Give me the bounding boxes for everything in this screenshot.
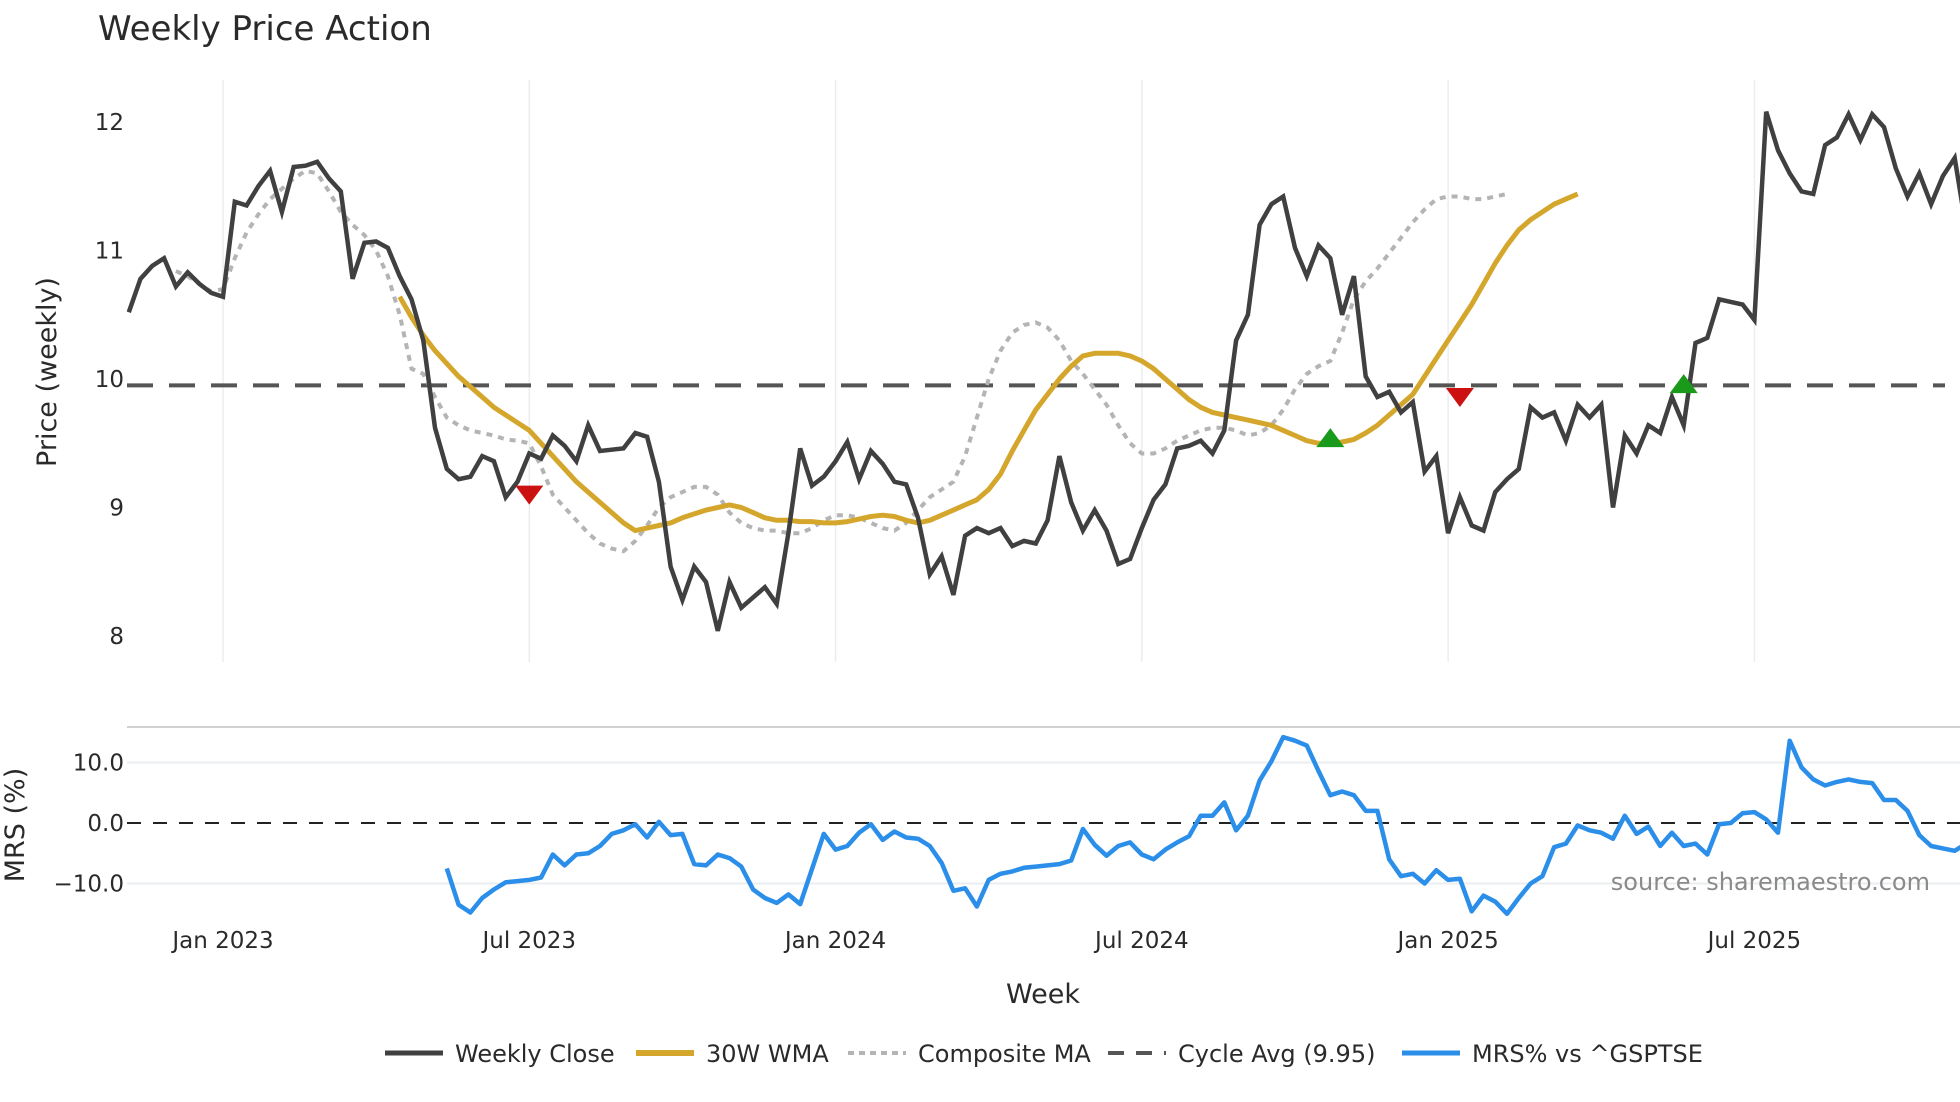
buy-signal-triangle-up-icon (1669, 374, 1698, 394)
price-y-tick-label: 10 (95, 367, 124, 393)
buy-signal-triangle-up-icon (1316, 428, 1345, 448)
legend-label: Weekly Close (455, 1040, 615, 1068)
price-y-tick-label: 8 (109, 624, 124, 650)
mrs-gridlines (127, 761, 1960, 885)
mrs-series (444, 734, 1960, 917)
price-gridlines (222, 80, 1756, 662)
sell-signal-triangle-down-icon (515, 485, 544, 505)
mrs-line (444, 734, 1960, 917)
x-axis-label: Week (1006, 979, 1080, 1010)
price-y-axis-label: Price (weekly) (32, 277, 63, 467)
wma-30w-line (397, 191, 1579, 534)
sell-signal-triangle-down-icon (1445, 387, 1474, 407)
x-tick-label: Jul 2024 (1093, 928, 1189, 954)
legend: Weekly Close 30W WMA Composite MA Cycle Avg… (385, 1040, 1703, 1068)
mrs-panel: 10.0 0.0 −10.0 MRS (%) source: sharemaestr… (0, 726, 1960, 917)
price-panel: 8 9 10 11 12 Price (weekly) (32, 80, 1960, 662)
composite-ma-line (175, 168, 1508, 554)
price-y-ticks: 8 9 10 11 12 (95, 110, 124, 650)
legend-item: 30W WMA (636, 1040, 829, 1068)
chart-title: Weekly Price Action (98, 9, 432, 49)
legend-item: Cycle Avg (9.95) (1108, 1040, 1375, 1068)
legend-item: Weekly Close (385, 1040, 615, 1068)
legend-item: MRS% vs ^GSPTSE (1402, 1040, 1703, 1068)
source-watermark: source: sharemaestro.com (1611, 868, 1930, 896)
legend-label: Cycle Avg (9.95) (1178, 1040, 1375, 1068)
legend-label: Composite MA (918, 1040, 1091, 1068)
weekly-close-line (126, 109, 1960, 632)
mrs-y-ticks: 10.0 0.0 −10.0 (54, 751, 124, 898)
mrs-y-tick-label: −10.0 (54, 872, 124, 898)
legend-item: Composite MA (848, 1040, 1091, 1068)
x-axis-ticks: Jan 2023 Jul 2023 Jan 2024 Jul 2024 Jan 2025… (170, 928, 1801, 954)
price-series (126, 109, 1960, 632)
price-y-tick-label: 12 (95, 110, 124, 136)
mrs-y-axis-label: MRS (%) (0, 768, 31, 883)
legend-label: 30W WMA (706, 1040, 829, 1068)
mrs-y-tick-label: 10.0 (73, 751, 124, 777)
x-tick-label: Jan 2023 (170, 928, 273, 954)
mrs-y-tick-label: 0.0 (87, 811, 124, 837)
x-tick-label: Jul 2023 (480, 928, 576, 954)
x-tick-label: Jan 2024 (783, 928, 886, 954)
price-y-tick-label: 9 (109, 496, 124, 522)
legend-label: MRS% vs ^GSPTSE (1472, 1040, 1703, 1068)
x-tick-label: Jul 2025 (1706, 928, 1802, 954)
price-y-tick-label: 11 (95, 239, 124, 265)
signal-markers (515, 374, 1698, 505)
x-tick-label: Jan 2025 (1395, 928, 1498, 954)
